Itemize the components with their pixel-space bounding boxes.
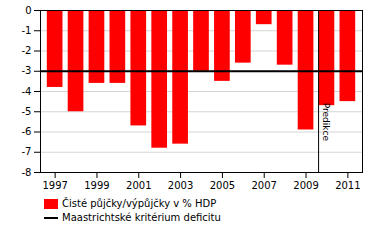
svg-text:Predikce: Predikce (321, 103, 331, 142)
html-text:Maastrichtské kritérium defici: Maastrichtské kritérium deficitu (62, 212, 221, 223)
svg-text:-4: -4 (22, 86, 32, 97)
svg-text:2005: 2005 (210, 180, 235, 191)
svg-text:2009: 2009 (293, 180, 318, 191)
svg-text:-1: -1 (22, 25, 32, 36)
svg-text:-2: -2 (22, 45, 32, 56)
svg-text:0: 0 (25, 5, 31, 16)
svg-text:2007: 2007 (252, 180, 277, 191)
svg-text:-6: -6 (22, 126, 32, 137)
svg-text:2003: 2003 (168, 180, 193, 191)
html-text:Čisté půjčky/výpůjčky v % HDP: Čisté půjčky/výpůjčky v % HDP (62, 198, 217, 209)
svg-text:-8: -8 (22, 167, 32, 178)
svg-text:2011: 2011 (335, 180, 360, 191)
svg-text:2001: 2001 (126, 180, 151, 191)
svg-text:-7: -7 (22, 146, 32, 157)
svg-text:1997: 1997 (42, 180, 67, 191)
svg-text:1999: 1999 (84, 180, 109, 191)
svg-text:-3: -3 (22, 65, 32, 76)
svg-text:-5: -5 (22, 106, 32, 117)
